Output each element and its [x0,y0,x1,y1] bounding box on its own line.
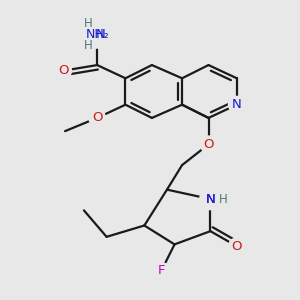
Text: O: O [58,64,68,77]
Text: N: N [206,193,215,206]
Circle shape [229,96,245,113]
Text: O: O [92,111,102,124]
Circle shape [153,262,169,279]
Text: F: F [158,264,165,277]
Text: H: H [219,193,227,206]
Text: N: N [95,28,105,41]
Circle shape [89,110,106,126]
Circle shape [229,238,245,255]
Circle shape [84,22,110,48]
Text: O: O [232,240,242,253]
Text: N: N [206,193,215,206]
Circle shape [55,62,71,79]
Text: H: H [84,39,93,52]
Circle shape [202,191,219,207]
Circle shape [89,27,106,43]
Text: H: H [84,17,93,30]
Text: NH₂: NH₂ [85,28,109,41]
Text: O: O [203,138,214,151]
Text: N: N [232,98,242,111]
Circle shape [200,136,217,153]
Circle shape [200,188,221,210]
